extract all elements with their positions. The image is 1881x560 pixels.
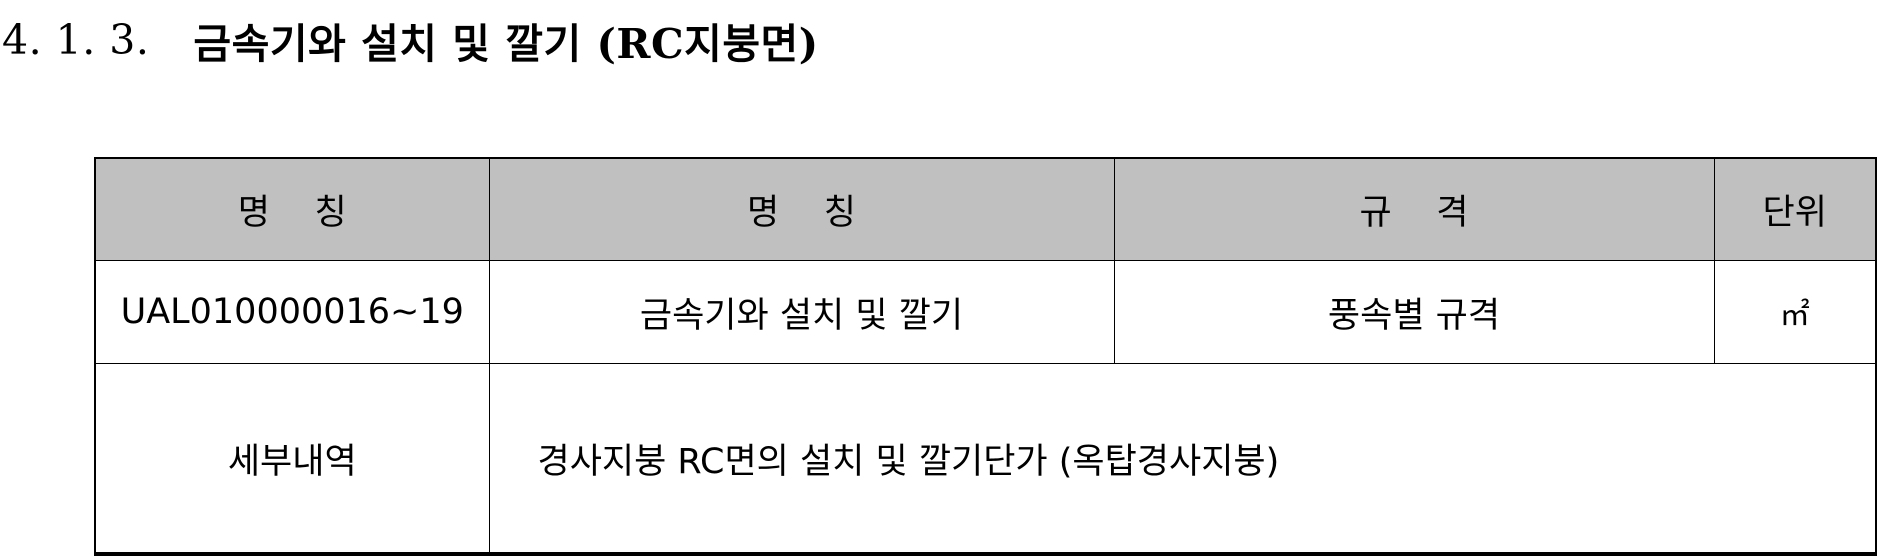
header-cell-name-2: 명 칭 — [488, 157, 1115, 261]
table-row: UAL010000016~19 금속기와 설치 및 깔기 풍속별 규격 ㎡ — [94, 260, 1877, 364]
item-name-cell: 금속기와 설치 및 깔기 — [488, 260, 1115, 364]
header-cell-spec: 규 격 — [1113, 157, 1715, 261]
detail-text-cell: 경사지붕 RC면의 설치 및 깔기단가 (옥탑경사지붕) — [488, 363, 1877, 555]
header-cell-name-1: 명 칭 — [94, 157, 490, 261]
item-code-cell: UAL010000016~19 — [94, 260, 490, 364]
section-title: 금속기와 설치 및 깔기 (RC지붕면) — [193, 20, 819, 68]
table-row-detail: 세부내역 경사지붕 RC면의 설치 및 깔기단가 (옥탑경사지붕) — [94, 363, 1877, 555]
item-spec-cell: 풍속별 규격 — [1113, 260, 1715, 364]
table-header-row: 명 칭 명 칭 규 격 단위 — [94, 157, 1877, 261]
item-unit-cell: ㎡ — [1713, 260, 1877, 364]
detail-label-cell: 세부내역 — [94, 363, 490, 555]
spec-table: 명 칭 명 칭 규 격 단위 UAL010000016~19 금속기와 설치 및… — [94, 157, 1877, 556]
section-number: 4. 1. 3. — [2, 16, 150, 64]
header-cell-unit: 단위 — [1713, 157, 1877, 261]
section-heading: 4. 1. 3. 금속기와 설치 및 깔기 (RC지붕면) — [2, 10, 819, 70]
